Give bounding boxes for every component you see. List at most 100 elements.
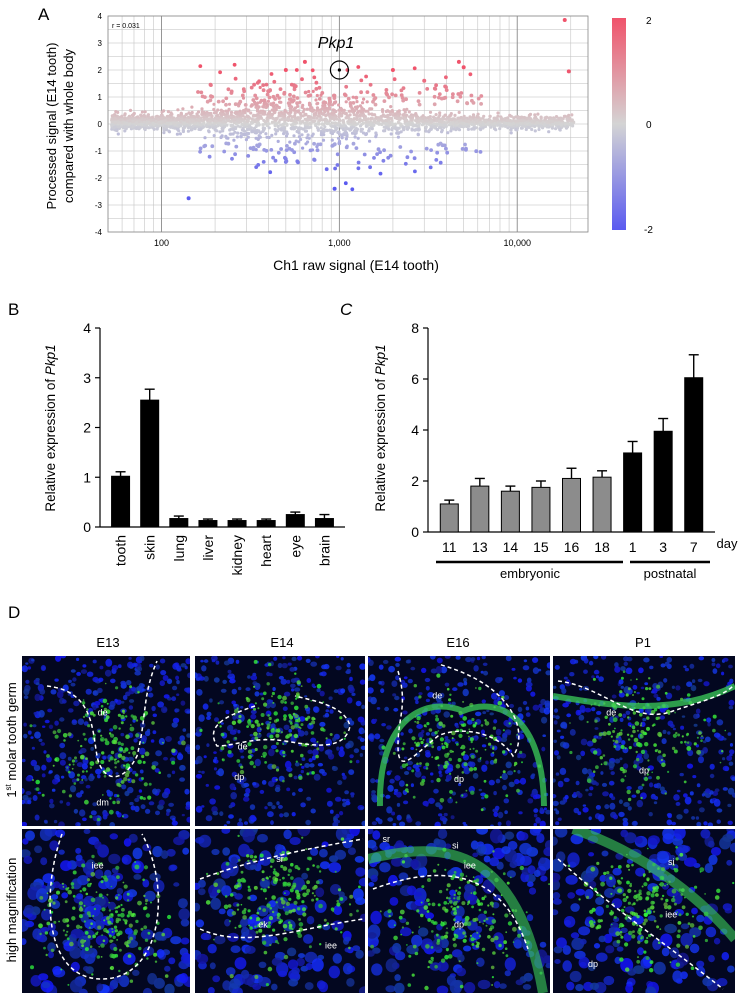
scatter-point bbox=[287, 146, 292, 151]
scatter-point bbox=[359, 78, 364, 83]
scatter-point bbox=[371, 93, 376, 97]
scatter-point bbox=[367, 120, 371, 124]
scatter-point bbox=[344, 131, 349, 135]
scatter-point bbox=[467, 124, 471, 128]
embryonic-label: embryonic bbox=[500, 566, 560, 581]
scatter-point bbox=[399, 122, 403, 126]
tissue-label: dp bbox=[454, 774, 464, 784]
panel-label-c: C bbox=[340, 300, 353, 319]
bar bbox=[111, 475, 131, 528]
scatter-point bbox=[440, 130, 444, 134]
scatter-point bbox=[353, 105, 358, 109]
scatter-point bbox=[125, 121, 129, 125]
bar-ytick-label: 2 bbox=[83, 420, 91, 436]
scatter-point bbox=[302, 59, 307, 64]
scatter-point bbox=[425, 119, 430, 123]
scatter-xtick: 10,000 bbox=[503, 238, 531, 248]
scatter-point bbox=[488, 114, 492, 118]
scatter-point bbox=[232, 118, 236, 122]
scatter-point bbox=[354, 95, 359, 100]
tissue-label: dp bbox=[588, 959, 598, 969]
scatter-point bbox=[361, 114, 365, 118]
scatter-point bbox=[523, 121, 527, 125]
scatter-point bbox=[300, 133, 304, 137]
bar bbox=[500, 490, 520, 533]
scatter-point bbox=[255, 143, 259, 148]
scatter-point bbox=[296, 104, 300, 108]
scatter-point bbox=[436, 142, 441, 147]
scatter-point bbox=[537, 124, 541, 128]
scatter-point bbox=[380, 122, 384, 127]
scatter-point bbox=[263, 126, 267, 130]
scatter-point bbox=[308, 115, 312, 119]
scatter-point bbox=[288, 113, 292, 117]
scatter-point bbox=[348, 113, 352, 117]
scatter-point bbox=[224, 109, 228, 113]
scatter-point bbox=[267, 95, 272, 100]
scatter-point bbox=[263, 102, 268, 106]
scatter-point bbox=[328, 118, 332, 123]
scatter-point bbox=[361, 101, 365, 105]
scatter-point bbox=[417, 102, 422, 107]
scatter-point bbox=[450, 95, 455, 100]
scatter-point bbox=[276, 139, 280, 143]
scatter-point bbox=[191, 124, 195, 128]
scatter-point bbox=[167, 117, 171, 121]
scatter-xtick: 100 bbox=[154, 238, 169, 248]
bar-ytick-label: 0 bbox=[411, 524, 419, 540]
scatter-point bbox=[389, 132, 393, 136]
scatter-point bbox=[240, 93, 245, 98]
scatter-point bbox=[319, 131, 324, 135]
scatter-point bbox=[205, 114, 209, 118]
scatter-point bbox=[399, 88, 404, 93]
tissue-label: iee bbox=[325, 941, 337, 951]
scatter-point bbox=[293, 114, 297, 118]
scatter-point bbox=[131, 119, 135, 123]
micrograph-e16-high-mag bbox=[368, 829, 550, 993]
scatter-point bbox=[289, 82, 294, 87]
scatter-point bbox=[445, 150, 450, 155]
scatter-point bbox=[279, 100, 283, 104]
scatter-point bbox=[330, 144, 335, 148]
scatter-point bbox=[289, 118, 294, 122]
scatter-point bbox=[202, 144, 207, 149]
scatter-point bbox=[358, 113, 362, 117]
scatter-point bbox=[414, 128, 418, 132]
scatter-point bbox=[429, 148, 433, 153]
scatter-point bbox=[165, 121, 169, 125]
scatter-point bbox=[329, 131, 333, 135]
scatter-point bbox=[278, 87, 283, 91]
scatter-point bbox=[533, 129, 537, 133]
scatter-point bbox=[261, 123, 265, 127]
scatter-point bbox=[204, 124, 208, 128]
scatter-point bbox=[505, 118, 509, 123]
scatter-yticks: 4 3 2 1 0 -1 -2 -3 -4 bbox=[95, 12, 103, 237]
scatter-point bbox=[255, 81, 260, 85]
bar-category-label: lung bbox=[171, 535, 187, 561]
scatter-point bbox=[503, 122, 507, 126]
scatter-ytick: -1 bbox=[95, 147, 103, 156]
scatter-point bbox=[373, 113, 377, 117]
scatter-point bbox=[123, 113, 127, 117]
scatter-point bbox=[351, 141, 356, 146]
scatter-point bbox=[332, 93, 336, 98]
bar-category-label: tooth bbox=[113, 535, 129, 566]
scatter-point bbox=[305, 125, 309, 130]
scatter-point bbox=[317, 85, 322, 90]
scatter-point bbox=[259, 131, 263, 135]
bar bbox=[256, 520, 276, 528]
scatter-point bbox=[463, 121, 467, 126]
scatter-point bbox=[519, 119, 524, 123]
scatter-point bbox=[345, 134, 349, 138]
scatter-point bbox=[396, 135, 400, 139]
scatter-point bbox=[437, 119, 441, 124]
bar bbox=[140, 399, 160, 528]
scatter-point bbox=[230, 156, 234, 161]
scatter-point bbox=[569, 123, 573, 127]
scatter-point bbox=[251, 114, 255, 118]
scatter-point bbox=[387, 127, 391, 131]
scatter-point bbox=[250, 103, 255, 107]
scatter-point bbox=[231, 127, 236, 132]
scatter-point bbox=[463, 142, 467, 147]
scatter-point bbox=[454, 121, 459, 125]
